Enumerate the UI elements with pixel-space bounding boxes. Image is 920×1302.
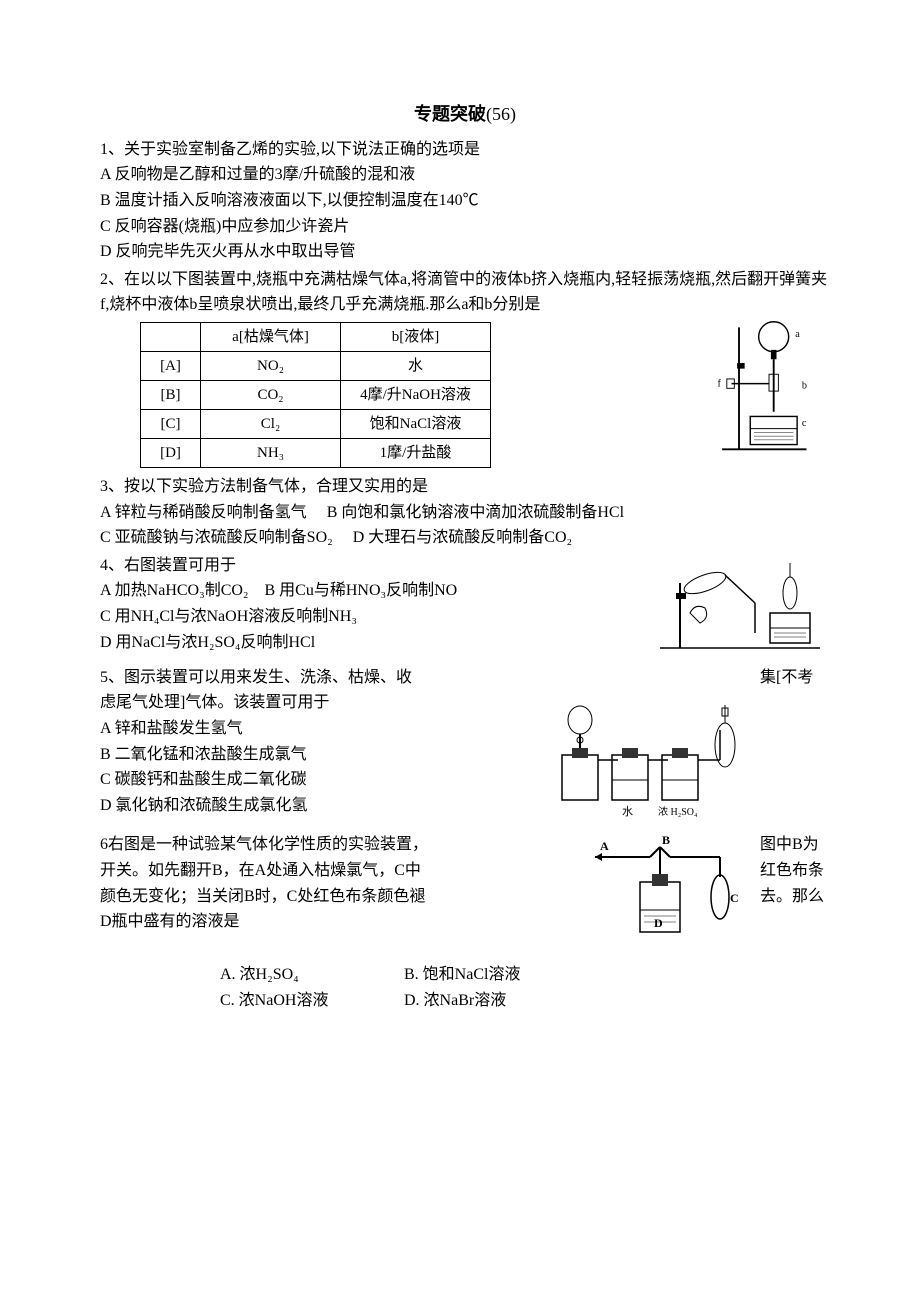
th-a: a[枯燥气体] bbox=[201, 322, 341, 351]
q4-option-c: C 用NH₄Cl与浓NaOH溶液反响制NH₃ bbox=[100, 604, 640, 630]
q6-option-a: A. 浓H₂SO₄ bbox=[220, 962, 400, 988]
q4-option-a: A 加热NaHCO₃制CO₂ bbox=[100, 582, 249, 599]
label-A: A bbox=[600, 839, 609, 853]
table-header-row: a[枯燥气体] b[液体] bbox=[141, 322, 491, 351]
q3-option-d: D 大理石与浓硫酸反响制备CO₂ bbox=[353, 529, 572, 546]
q1-stem: 1、关于实验室制备乙烯的实验,以下说法正确的选项是 bbox=[100, 137, 830, 163]
q4-stem: 4、右图装置可用于 bbox=[100, 553, 640, 579]
th-b: b[液体] bbox=[341, 322, 491, 351]
cell: 水 bbox=[341, 351, 491, 380]
label-c: c bbox=[802, 418, 807, 429]
question-3: 3、按以下实验方法制备气体，合理又实用的是 A 锌粒与稀硝酸反响制备氢气 B 向… bbox=[100, 474, 830, 551]
table-row: [B] CO₂ 4摩/升NaOH溶液 bbox=[141, 380, 491, 409]
q3-option-c: C 亚硫酸钠与浓硫酸反响制备SO₂ bbox=[100, 529, 333, 546]
question-5: 5、图示装置可以用来发生、洗涤、枯燥、收 集[不考 虑尾气处理]气体。该装置可用… bbox=[100, 665, 830, 831]
title-text: 专题突破 bbox=[414, 104, 486, 124]
question-6: 6右图是一种试验某气体化学性质的实验装置， 开关。如先翻开B，在A处通入枯燥氯气… bbox=[100, 832, 830, 1013]
q6-option-d: D. 浓NaBr溶液 bbox=[404, 988, 584, 1014]
label-D: D bbox=[654, 916, 663, 930]
cell: CO₂ bbox=[201, 380, 341, 409]
table-row: [D] NH₃ 1摩/升盐酸 bbox=[141, 438, 491, 467]
q5-option-d: D 氯化钠和浓硫酸生成氯化氢 bbox=[100, 793, 540, 819]
cell: [A] bbox=[141, 351, 201, 380]
q4-option-d: D 用NaCl与浓H₂SO₄反响制HCl bbox=[100, 630, 640, 656]
q5-option-b: B 二氧化锰和浓盐酸生成氯气 bbox=[100, 742, 540, 768]
cell: NO₂ bbox=[201, 351, 341, 380]
cell: 1摩/升盐酸 bbox=[341, 438, 491, 467]
cell: [C] bbox=[141, 409, 201, 438]
question-2: 2、在以以下图装置中,烧瓶中充满枯燥气体a,将滴管中的液体b挤入烧瓶内,轻轻振荡… bbox=[100, 267, 830, 472]
table-row: [A] NO₂ 水 bbox=[141, 351, 491, 380]
q1-option-c: C 反响容器(烧瓶)中应参加少许瓷片 bbox=[100, 214, 830, 240]
q5-stem1: 5、图示装置可以用来发生、洗涤、枯燥、收 bbox=[100, 665, 540, 691]
q5-stem1-right: 集[不考 bbox=[760, 665, 830, 691]
q2-figure: a b c f bbox=[690, 318, 830, 468]
q6-stem3: 颜色无变化；当关闭B时，C处红色布条颜色褪 bbox=[100, 884, 580, 910]
q4-figure bbox=[650, 553, 830, 663]
cell: [D] bbox=[141, 438, 201, 467]
table-row: [C] Cl₂ 饱和NaCl溶液 bbox=[141, 409, 491, 438]
label-C: C bbox=[730, 891, 739, 905]
q3-option-b: B 向饱和氯化钠溶液中滴加浓硫酸制备HCl bbox=[327, 504, 624, 521]
th-blank bbox=[141, 322, 201, 351]
q6-options: A. 浓H₂SO₄ B. 饱和NaCl溶液 C. 浓NaOH溶液 D. 浓NaB… bbox=[100, 962, 830, 1013]
page-title: 专题突破(56) bbox=[100, 100, 830, 129]
cell: 4摩/升NaOH溶液 bbox=[341, 380, 491, 409]
q6-stem3r: 去。那么 bbox=[760, 884, 830, 910]
q5-option-c: C 碳酸钙和盐酸生成二氧化碳 bbox=[100, 767, 540, 793]
title-number: (56) bbox=[486, 104, 516, 124]
q6-stem2r: 红色布条 bbox=[760, 858, 830, 884]
label-water: 水 bbox=[622, 805, 633, 818]
q6-option-b: B. 饱和NaCl溶液 bbox=[404, 962, 584, 988]
q5-option-a: A 锌和盐酸发生氢气 bbox=[100, 716, 540, 742]
q6-right-column: 图中B为 红色布条 去。那么 bbox=[760, 832, 830, 909]
apparatus-heating-icon bbox=[650, 553, 830, 663]
question-1: 1、关于实验室制备乙烯的实验,以下说法正确的选项是 A 反响物是乙醇和过量的3摩… bbox=[100, 137, 830, 265]
cell: Cl₂ bbox=[201, 409, 341, 438]
q1-option-b: B 温度计插入反响溶液液面以下,以便控制温度在140℃ bbox=[100, 188, 830, 214]
label-h2so4: 浓 H₂SO₄ bbox=[658, 806, 698, 818]
q6-figure: A B C D bbox=[590, 832, 750, 962]
q6-stem4: D瓶中盛有的溶液是 bbox=[100, 909, 580, 935]
label-f: f bbox=[718, 378, 722, 389]
cell: 饱和NaCl溶液 bbox=[341, 409, 491, 438]
q2-stem: 2、在以以下图装置中,烧瓶中充满枯燥气体a,将滴管中的液体b挤入烧瓶内,轻轻振荡… bbox=[100, 267, 830, 318]
cell: [B] bbox=[141, 380, 201, 409]
question-4: 4、右图装置可用于 A 加热NaHCO₃制CO₂ B 用Cu与稀HNO₃反响制NO… bbox=[100, 553, 830, 663]
q5-stem2: 虑尾气处理]气体。该装置可用于 bbox=[100, 690, 540, 716]
q1-option-d: D 反响完毕先灭火再从水中取出导管 bbox=[100, 239, 830, 265]
q6-stem2: 开关。如先翻开B，在A处通入枯燥氯气，C中 bbox=[100, 858, 580, 884]
cell: NH₃ bbox=[201, 438, 341, 467]
q3-stem: 3、按以下实验方法制备气体，合理又实用的是 bbox=[100, 474, 830, 500]
q5-figure: 水 浓 H₂SO₄ bbox=[550, 690, 750, 830]
q6-option-c: C. 浓NaOH溶液 bbox=[220, 988, 400, 1014]
q1-option-a: A 反响物是乙醇和过量的3摩/升硫酸的混和液 bbox=[100, 162, 830, 188]
label-B: B bbox=[662, 833, 670, 847]
q2-table: a[枯燥气体] b[液体] [A] NO₂ 水 [B] CO₂ 4摩/升NaOH… bbox=[140, 322, 491, 468]
label-b: b bbox=[802, 380, 807, 391]
q3-option-a: A 锌粒与稀硝酸反响制备氢气 bbox=[100, 504, 307, 521]
apparatus-chlorine-test-icon: A B C D bbox=[590, 832, 750, 962]
q6-stem1r: 图中B为 bbox=[760, 832, 830, 858]
label-a: a bbox=[796, 329, 801, 340]
apparatus-gas-collection-icon: 水 浓 H₂SO₄ bbox=[550, 690, 750, 830]
apparatus-fountain-icon: a b c f bbox=[694, 318, 825, 468]
q6-stem1: 6右图是一种试验某气体化学性质的实验装置， bbox=[100, 832, 580, 858]
q4-option-b: B 用Cu与稀HNO₃反响制NO bbox=[265, 582, 458, 599]
